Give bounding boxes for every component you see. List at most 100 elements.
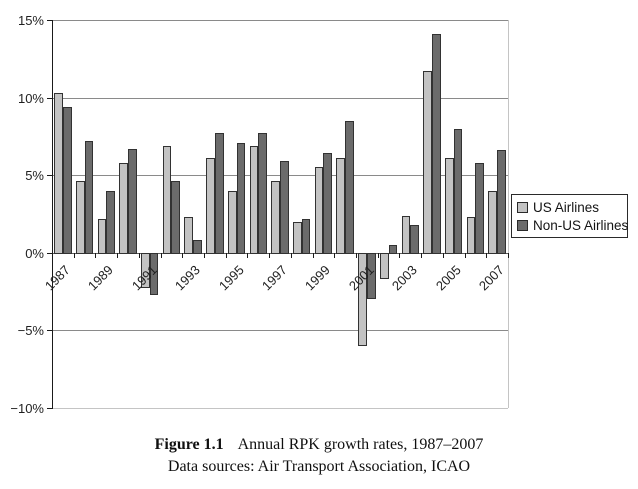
x-axis-tick-16 <box>399 252 401 258</box>
bar-non-us-airlines-1994 <box>214 133 224 254</box>
y-axis-label-5: 5% <box>25 168 44 184</box>
bar-non-us-airlines-2006 <box>475 162 485 254</box>
bar-non-us-airlines-2004 <box>432 33 441 254</box>
y-axis-line <box>52 20 53 409</box>
us-airlines-swatch-icon <box>517 201 528 213</box>
x-axis-label-1997: 1997 <box>258 262 290 294</box>
bar-non-us-airlines-1990 <box>128 148 137 254</box>
x-axis-tick-5 <box>160 252 162 258</box>
bar-non-us-airlines-1988 <box>84 141 94 254</box>
bar-us-airlines-1989 <box>97 218 107 254</box>
x-axis-tick-20 <box>486 252 488 258</box>
bar-non-us-airlines-1997 <box>280 161 289 254</box>
bar-non-us-airlines-2001 <box>366 252 376 300</box>
bar-us-airlines-2000 <box>336 158 346 254</box>
bar-us-airlines-1995 <box>227 190 237 254</box>
bar-non-us-airlines-1992 <box>171 181 181 254</box>
bar-non-us-airlines-2007 <box>497 150 506 254</box>
bar-us-airlines-2004 <box>423 71 432 254</box>
bar-non-us-airlines-1987 <box>62 106 72 254</box>
x-axis-tick-21 <box>508 252 509 258</box>
y-axis-tick-15 <box>47 20 52 21</box>
x-axis-tick-2 <box>95 252 97 258</box>
bar-us-airlines-2007 <box>488 190 498 254</box>
x-axis-tick-6 <box>182 252 184 258</box>
bar-us-airlines-1996 <box>249 145 259 254</box>
bar-non-us-airlines-1991 <box>149 252 159 295</box>
x-axis-tick-9 <box>247 252 249 258</box>
gridline--10 <box>52 408 508 409</box>
x-axis-tick-12 <box>312 252 314 258</box>
y-axis-label-0: 0% <box>25 245 44 261</box>
bar-non-us-airlines-2002 <box>388 245 398 254</box>
x-axis-tick-8 <box>225 252 227 258</box>
x-axis-label-1995: 1995 <box>215 262 247 294</box>
y-axis-label-10: 10% <box>17 90 44 106</box>
bar-non-us-airlines-2005 <box>453 128 463 254</box>
x-axis-tick-13 <box>334 252 336 258</box>
gridline--5 <box>52 330 508 332</box>
bar-non-us-airlines-1995 <box>236 142 246 254</box>
caption-line-2: Data sources: Air Transport Association,… <box>167 458 471 475</box>
bar-us-airlines-2006 <box>466 217 476 254</box>
gridline-15 <box>52 20 508 21</box>
bar-us-airlines-1991 <box>141 252 150 289</box>
bar-non-us-airlines-1993 <box>193 240 202 254</box>
x-axis-label-1989: 1989 <box>85 262 117 294</box>
y-axis-tick--5 <box>47 330 52 332</box>
x-axis-tick-0 <box>52 252 53 258</box>
legend-label-non-us-airlines: Non-US Airlines <box>533 217 629 233</box>
legend-item-non-us-airlines: Non-US Airlines <box>517 216 628 234</box>
bar-non-us-airlines-2000 <box>345 120 354 254</box>
x-axis-tick-17 <box>421 252 423 258</box>
bar-non-us-airlines-1989 <box>106 190 115 254</box>
y-axis-tick-5 <box>47 175 52 177</box>
x-axis-tick-14 <box>356 252 357 258</box>
bar-non-us-airlines-2003 <box>410 224 419 254</box>
bar-us-airlines-2001 <box>358 252 367 346</box>
bar-non-us-airlines-1996 <box>258 133 267 254</box>
x-axis-label-2005: 2005 <box>432 262 464 294</box>
x-axis-tick-19 <box>464 252 466 258</box>
bar-us-airlines-1997 <box>271 181 280 254</box>
x-axis-tick-15 <box>377 252 379 258</box>
x-axis-tick-10 <box>269 252 271 258</box>
figure-caption: Figure 1.1 Annual RPK growth rates, 1987–… <box>0 434 638 478</box>
x-axis-label-2007: 2007 <box>475 262 508 294</box>
caption-line-1: Figure 1.1 Annual RPK growth rates, 1987–… <box>0 434 638 456</box>
x-axis-label-1993: 1993 <box>171 262 204 294</box>
bar-us-airlines-1998 <box>293 221 302 254</box>
bar-non-us-airlines-1999 <box>323 153 333 254</box>
caption-figure-number: Figure 1.1 <box>154 436 224 453</box>
x-axis-tick-4 <box>138 252 140 258</box>
y-axis-label--10: −10% <box>10 401 44 416</box>
y-axis-tick-0 <box>47 252 52 254</box>
x-axis-tick-11 <box>290 252 292 258</box>
bar-us-airlines-1992 <box>162 145 172 254</box>
x-axis-tick-7 <box>204 252 205 258</box>
bar-us-airlines-1988 <box>75 181 85 254</box>
gridline-10 <box>52 97 508 99</box>
y-axis-tick--10 <box>47 408 52 409</box>
x-axis-tick-1 <box>73 252 75 258</box>
bar-us-airlines-1990 <box>119 162 128 254</box>
bar-us-airlines-1999 <box>314 167 324 254</box>
legend-label-us-airlines: US Airlines <box>533 199 600 215</box>
bar-us-airlines-1994 <box>206 158 215 254</box>
bar-us-airlines-1987 <box>54 92 63 254</box>
plot-area-right-border <box>508 20 509 408</box>
chart-legend: US Airlines Non-US Airlines <box>511 194 628 238</box>
legend-item-us-airlines: US Airlines <box>517 198 622 216</box>
y-axis-label--5: −5% <box>17 323 44 339</box>
non-us-airlines-swatch-icon <box>517 219 528 231</box>
bar-us-airlines-1993 <box>184 217 194 254</box>
x-axis-tick-18 <box>442 252 444 258</box>
x-axis-tick-3 <box>117 252 119 258</box>
bar-non-us-airlines-1998 <box>301 218 311 254</box>
bar-us-airlines-2005 <box>445 158 454 254</box>
y-axis-tick-10 <box>47 97 52 99</box>
bar-us-airlines-2003 <box>401 215 411 254</box>
x-axis-label-1987: 1987 <box>41 262 73 294</box>
caption-title: Annual RPK growth rates, 1987–2007 <box>237 436 484 453</box>
